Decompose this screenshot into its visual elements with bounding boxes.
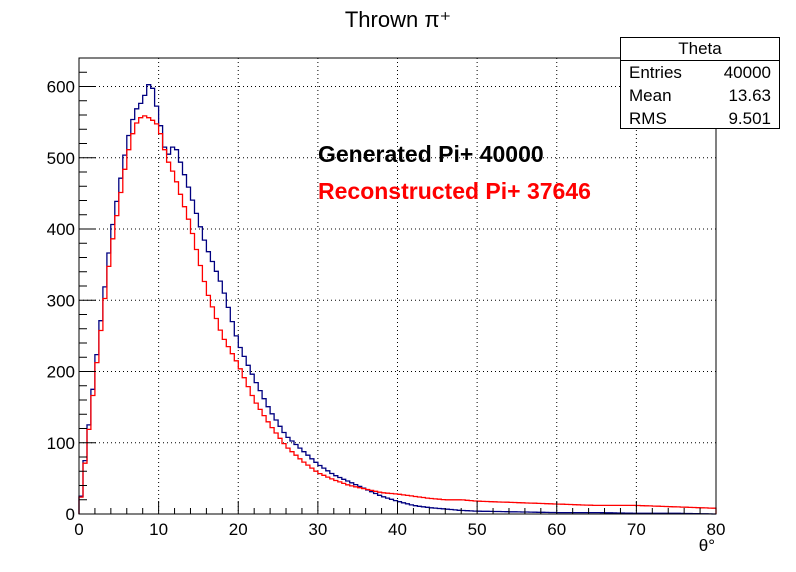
axis-ticks [78,57,717,515]
x-tick-label: 20 [229,520,248,539]
x-tick-label: 40 [388,520,407,539]
y-tick-label: 100 [47,434,75,453]
x-tick-label: 30 [308,520,327,539]
y-tick-label: 200 [47,363,75,382]
y-tick-label: 500 [47,149,75,168]
histogram-series [78,84,717,515]
y-tick-label: 300 [47,291,75,310]
stats-row-entries: Entries 40000 [621,61,779,84]
histogram-line [78,115,717,514]
stats-title: Theta [621,38,779,61]
stats-value: 13.63 [728,86,771,105]
x-tick-label: 0 [74,520,83,539]
stats-box: Theta Entries 40000 Mean 13.63 RMS 9.501 [620,37,780,129]
y-tick-labels: 0 100 200 300 400 500 600 [47,78,75,525]
x-tick-label: 70 [627,520,646,539]
y-tick-label: 600 [47,78,75,97]
x-tick-labels: 0 10 20 30 40 50 60 70 80 [74,520,725,539]
x-tick-label: 10 [149,520,168,539]
stats-row-mean: Mean 13.63 [621,84,779,107]
stats-value: 40000 [723,63,771,82]
stats-row-rms: RMS 9.501 [621,107,779,130]
legend-generated: Generated Pi+ 40000 [318,141,544,167]
x-axis-label: θ° [699,536,715,555]
stats-label: Mean [629,86,672,105]
x-tick-label: 80 [707,520,726,539]
x-tick-label: 50 [468,520,487,539]
stats-label: RMS [629,109,667,128]
chart-title: Thrown π⁺ [345,7,451,32]
y-tick-label: 0 [66,505,75,524]
legend-reconstructed: Reconstructed Pi+ 37646 [318,178,591,204]
y-tick-label: 400 [47,220,75,239]
stats-value: 9.501 [728,109,771,128]
x-tick-label: 60 [547,520,566,539]
stats-label: Entries [629,63,682,82]
